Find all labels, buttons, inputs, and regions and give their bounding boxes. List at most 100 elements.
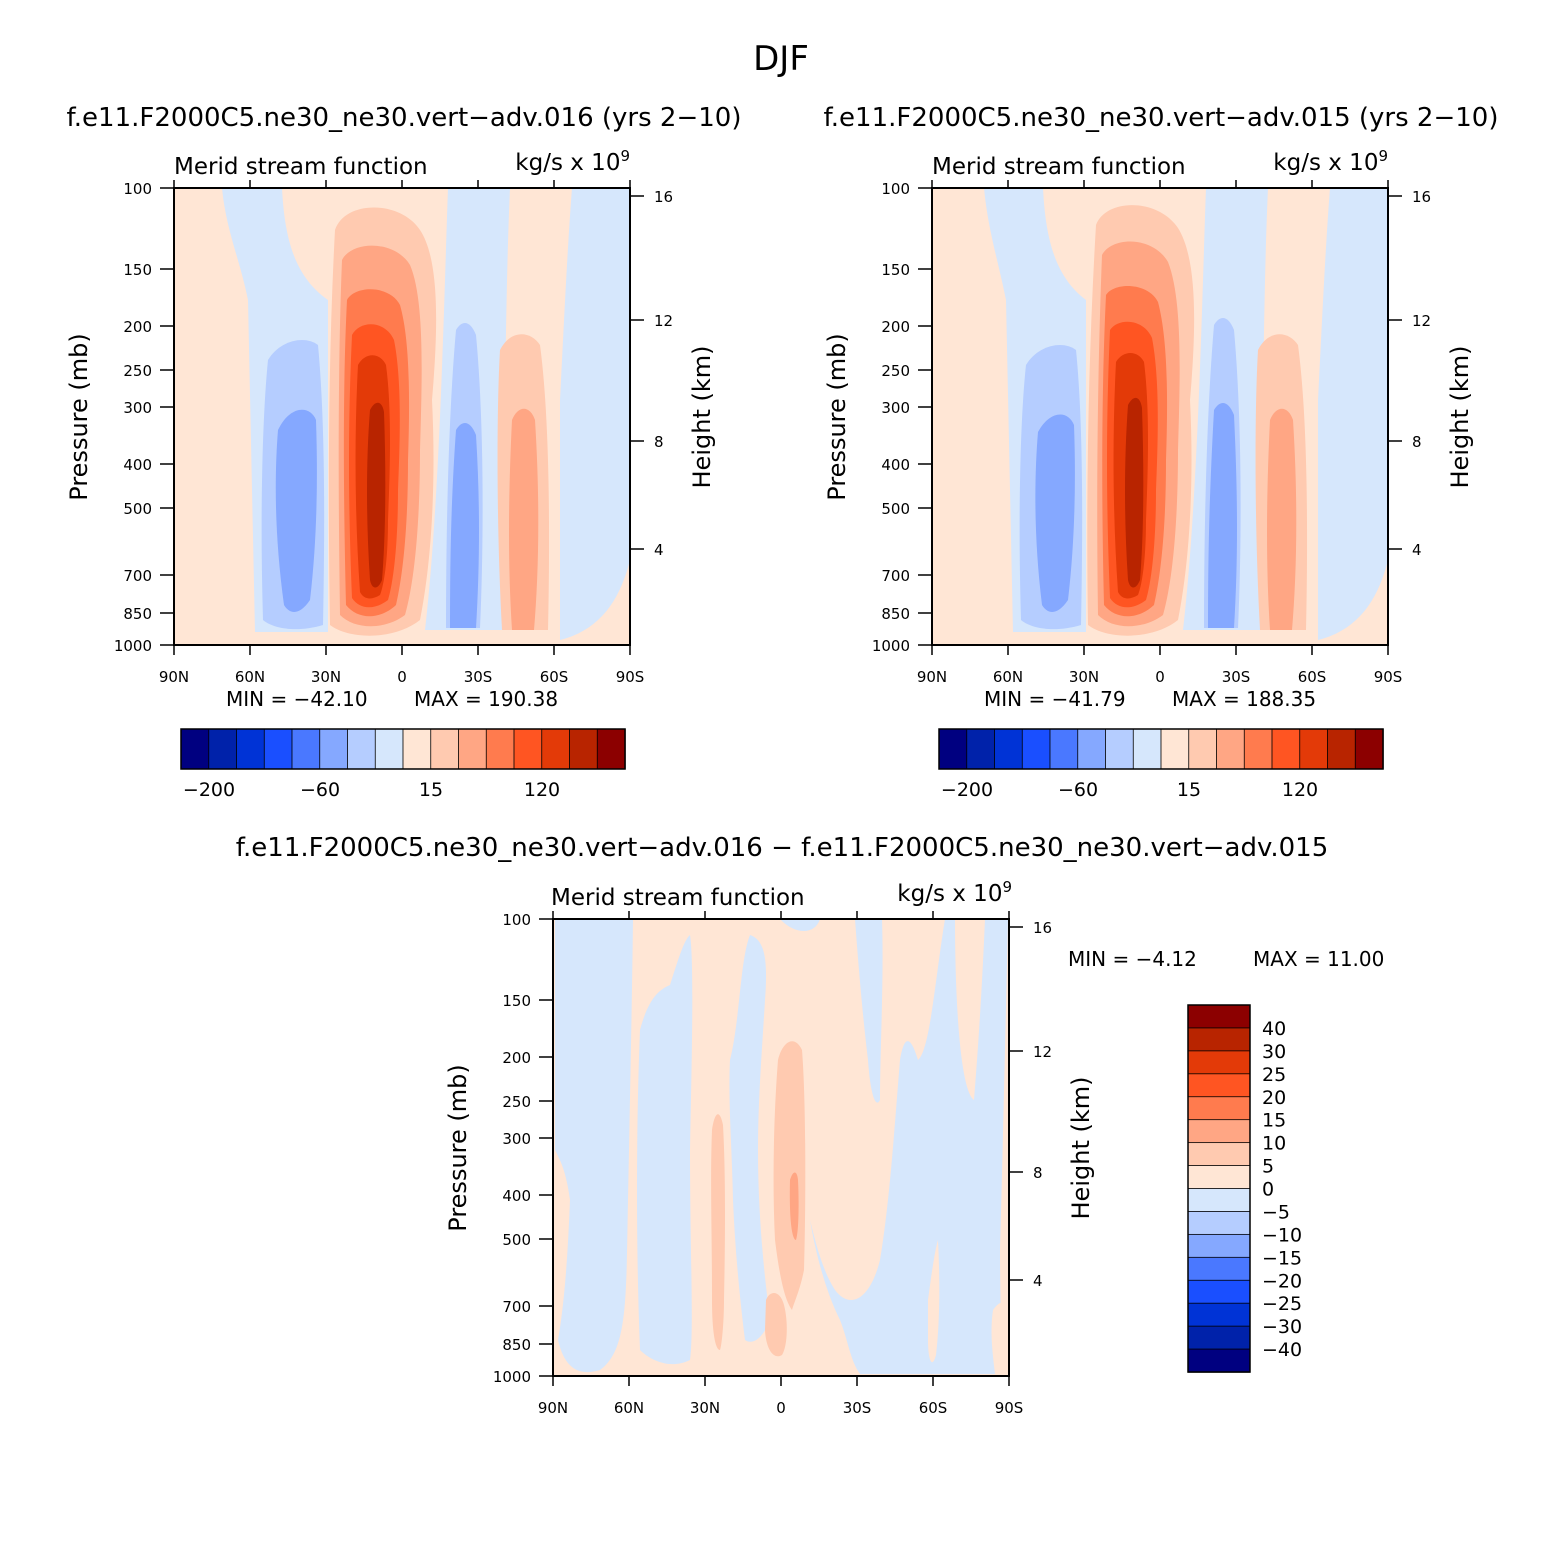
panel-1-south-negative-core [450, 423, 479, 628]
panel-1-colorbar-label-1: −200 [183, 779, 235, 801]
panel-2-ytick-label-250: 250 [881, 362, 910, 380]
panel-2-x-axis: 90N 60N 30N 0 30S 60S 90S [917, 180, 1402, 686]
panel-1-ytick-label-400: 400 [123, 456, 152, 474]
panel-2-colorbar-cell-5 [1049, 728, 1079, 770]
panel-3-ytick-label-200: 200 [502, 1049, 531, 1067]
panel-3-colorbar-label-2: 30 [1262, 1041, 1286, 1063]
panel-3-colorbar-cell-11 [1187, 1233, 1251, 1259]
panel-1-colorbar-cell-2 [208, 728, 238, 770]
panel-3-colorbar-label-3: 25 [1262, 1064, 1286, 1086]
panel-3-ytick-label-150: 150 [502, 992, 531, 1010]
panel-2-south-positive-core [1267, 408, 1297, 630]
panel-2-ytick-label-300: 300 [881, 399, 910, 417]
panel-3-colorbar-cell-1 [1187, 1004, 1251, 1029]
panel-1-colorbar-label-4: 120 [524, 779, 560, 801]
panel-3-colorbar-label-4: 20 [1262, 1087, 1286, 1109]
panel-2-ytick-label-150: 150 [881, 261, 910, 279]
panel-2-y-axis: 100 150 200 250 300 400 500 700 850 1000… [823, 180, 932, 655]
panel-3-negative-region-south [810, 919, 1008, 1374]
panel-2-colorbar-cell-9 [1160, 728, 1190, 770]
panel-2-hadley-level-6 [1125, 397, 1144, 588]
panel-2-colorbar-cell-16 [1354, 728, 1384, 770]
panel-3-colorbar-label-5: 15 [1262, 1110, 1286, 1132]
panel-3-field [553, 919, 1009, 1376]
panel-1-case-title: f.e11.F2000C5.ne30_ne30.vert−adv.016 (yr… [67, 103, 742, 133]
panel-2-ytick-label-850: 850 [881, 605, 910, 623]
panel-1-xtick-label-90s: 90S [616, 668, 645, 686]
panel-1-xtick-label-30s: 30S [464, 668, 493, 686]
panel-3-colorbar-cell-9 [1187, 1188, 1251, 1213]
panel-2-xtick-label-60s: 60S [1298, 668, 1327, 686]
panel-2-colorbar-label-3: 15 [1177, 779, 1201, 801]
panel-2-xtick-label-eq: 0 [1155, 668, 1165, 686]
panel-2-ytick-label-200: 200 [881, 318, 910, 336]
panel-3-colorbar-label-12: −20 [1262, 1270, 1302, 1292]
panel-3-colorbar-cell-13 [1187, 1279, 1251, 1304]
panel-1-ytick-label-1000: 1000 [114, 637, 152, 655]
panel-1-colorbar-cell-6 [319, 728, 349, 770]
panel-3-positive-sliver-1 [928, 1240, 940, 1363]
panel-2-negative-cell-core [1035, 414, 1075, 612]
panel-1-xtick-label-60s: 60S [540, 668, 569, 686]
panel-3-colorbar-label-1: 40 [1262, 1018, 1286, 1040]
panel-2-y2tick-label-8: 8 [1412, 433, 1422, 451]
panel-2-hadley-cell [1087, 205, 1195, 636]
panel-2-y2label: Height (km) [1446, 346, 1474, 489]
panel-2-ylabel: Pressure (mb) [823, 333, 851, 500]
panel-1-ytick-label-500: 500 [123, 500, 152, 518]
panel-3-positive-cell-3 [765, 1293, 787, 1357]
panel-3-max-label: MAX = 11.00 [1253, 947, 1384, 971]
panel-1-colorbar-label-3: 15 [419, 779, 443, 801]
panel-3-y2tick-label-4: 4 [1033, 1272, 1043, 1290]
panel-2-ytick-label-400: 400 [881, 456, 910, 474]
panel-1-colorbar-cell-5 [291, 728, 321, 770]
panel-2-colorbar-cell-1 [938, 728, 968, 770]
panel-1-hadley-level-6 [367, 402, 386, 588]
panel-3-colorbar-cell-10 [1187, 1211, 1251, 1236]
panel-2-units: kg/s x 109 [1273, 147, 1388, 176]
panel-top-left: f.e11.F2000C5.ne30_ne30.vert−adv.016 (yr… [65, 103, 741, 801]
panel-3-colorbar-cell-2 [1187, 1027, 1251, 1052]
panel-1-xtick-label-90n: 90N [159, 668, 189, 686]
panel-3-xtick-label-60s: 60S [919, 1399, 948, 1417]
panel-2-colorbar-cell-10 [1188, 728, 1218, 770]
panel-1-ytick-label-100: 100 [123, 180, 152, 198]
panel-3-colorbar-cell-6 [1187, 1119, 1251, 1144]
panel-1-colorbar-cell-4 [263, 728, 293, 770]
panel-1-colorbar: −200 −60 15 120 [180, 728, 626, 801]
panel-1-xtick-label-60n: 60N [235, 668, 265, 686]
panel-2-y2tick-label-4: 4 [1412, 541, 1422, 559]
panel-2-colorbar-frame [938, 728, 1384, 770]
panel-3-colorbar-label-10: −10 [1262, 1224, 1302, 1246]
panel-2-ytick-label-100: 100 [881, 180, 910, 198]
panel-2-units-text: kg/s x 10 [1273, 150, 1378, 176]
panel-3-xtick-label-90s: 90S [995, 1399, 1024, 1417]
panel-1-colorbar-cell-3 [236, 728, 265, 770]
panel-1-y2tick-label-12: 12 [654, 312, 673, 330]
panel-1-colorbar-cell-11 [458, 728, 487, 770]
panel-1-field [174, 188, 630, 645]
panel-3-y2-axis: 16 12 8 4 Height (km) [1009, 919, 1095, 1290]
panel-3-ytick-label-400: 400 [502, 1187, 531, 1205]
panel-2-colorbar-cell-4 [1021, 728, 1051, 770]
panel-1-negative-cell-core [275, 409, 317, 612]
panel-2-colorbar-label-1: −200 [941, 779, 993, 801]
panel-2-xtick-label-30n: 30N [1069, 668, 1099, 686]
panel-1-ytick-label-700: 700 [123, 567, 152, 585]
panel-3-colorbar-cell-12 [1187, 1256, 1251, 1281]
panel-3-y2tick-label-12: 12 [1033, 1043, 1052, 1061]
panel-3-xtick-label-60n: 60N [614, 1399, 644, 1417]
panel-2-min-label: MIN = −41.79 [984, 687, 1126, 711]
panel-2-variable-label: Merid stream function [932, 154, 1186, 180]
panel-3-min-label: MIN = −4.12 [1068, 947, 1197, 971]
panel-3-positive-sliver-2 [991, 1302, 1008, 1374]
panel-1-colorbar-cell-9 [402, 728, 432, 770]
panel-1-y-axis: 100 150 200 250 300 400 500 700 850 1000… [65, 180, 174, 655]
panel-2-colorbar-cell-6 [1077, 728, 1107, 770]
panel-2-y2-axis: 16 12 8 4 Height (km) [1388, 188, 1474, 559]
panel-2-colorbar-label-2: −60 [1058, 779, 1098, 801]
panel-1-colorbar-cell-14 [541, 728, 571, 770]
panel-1-max-label: MAX = 190.38 [414, 687, 558, 711]
